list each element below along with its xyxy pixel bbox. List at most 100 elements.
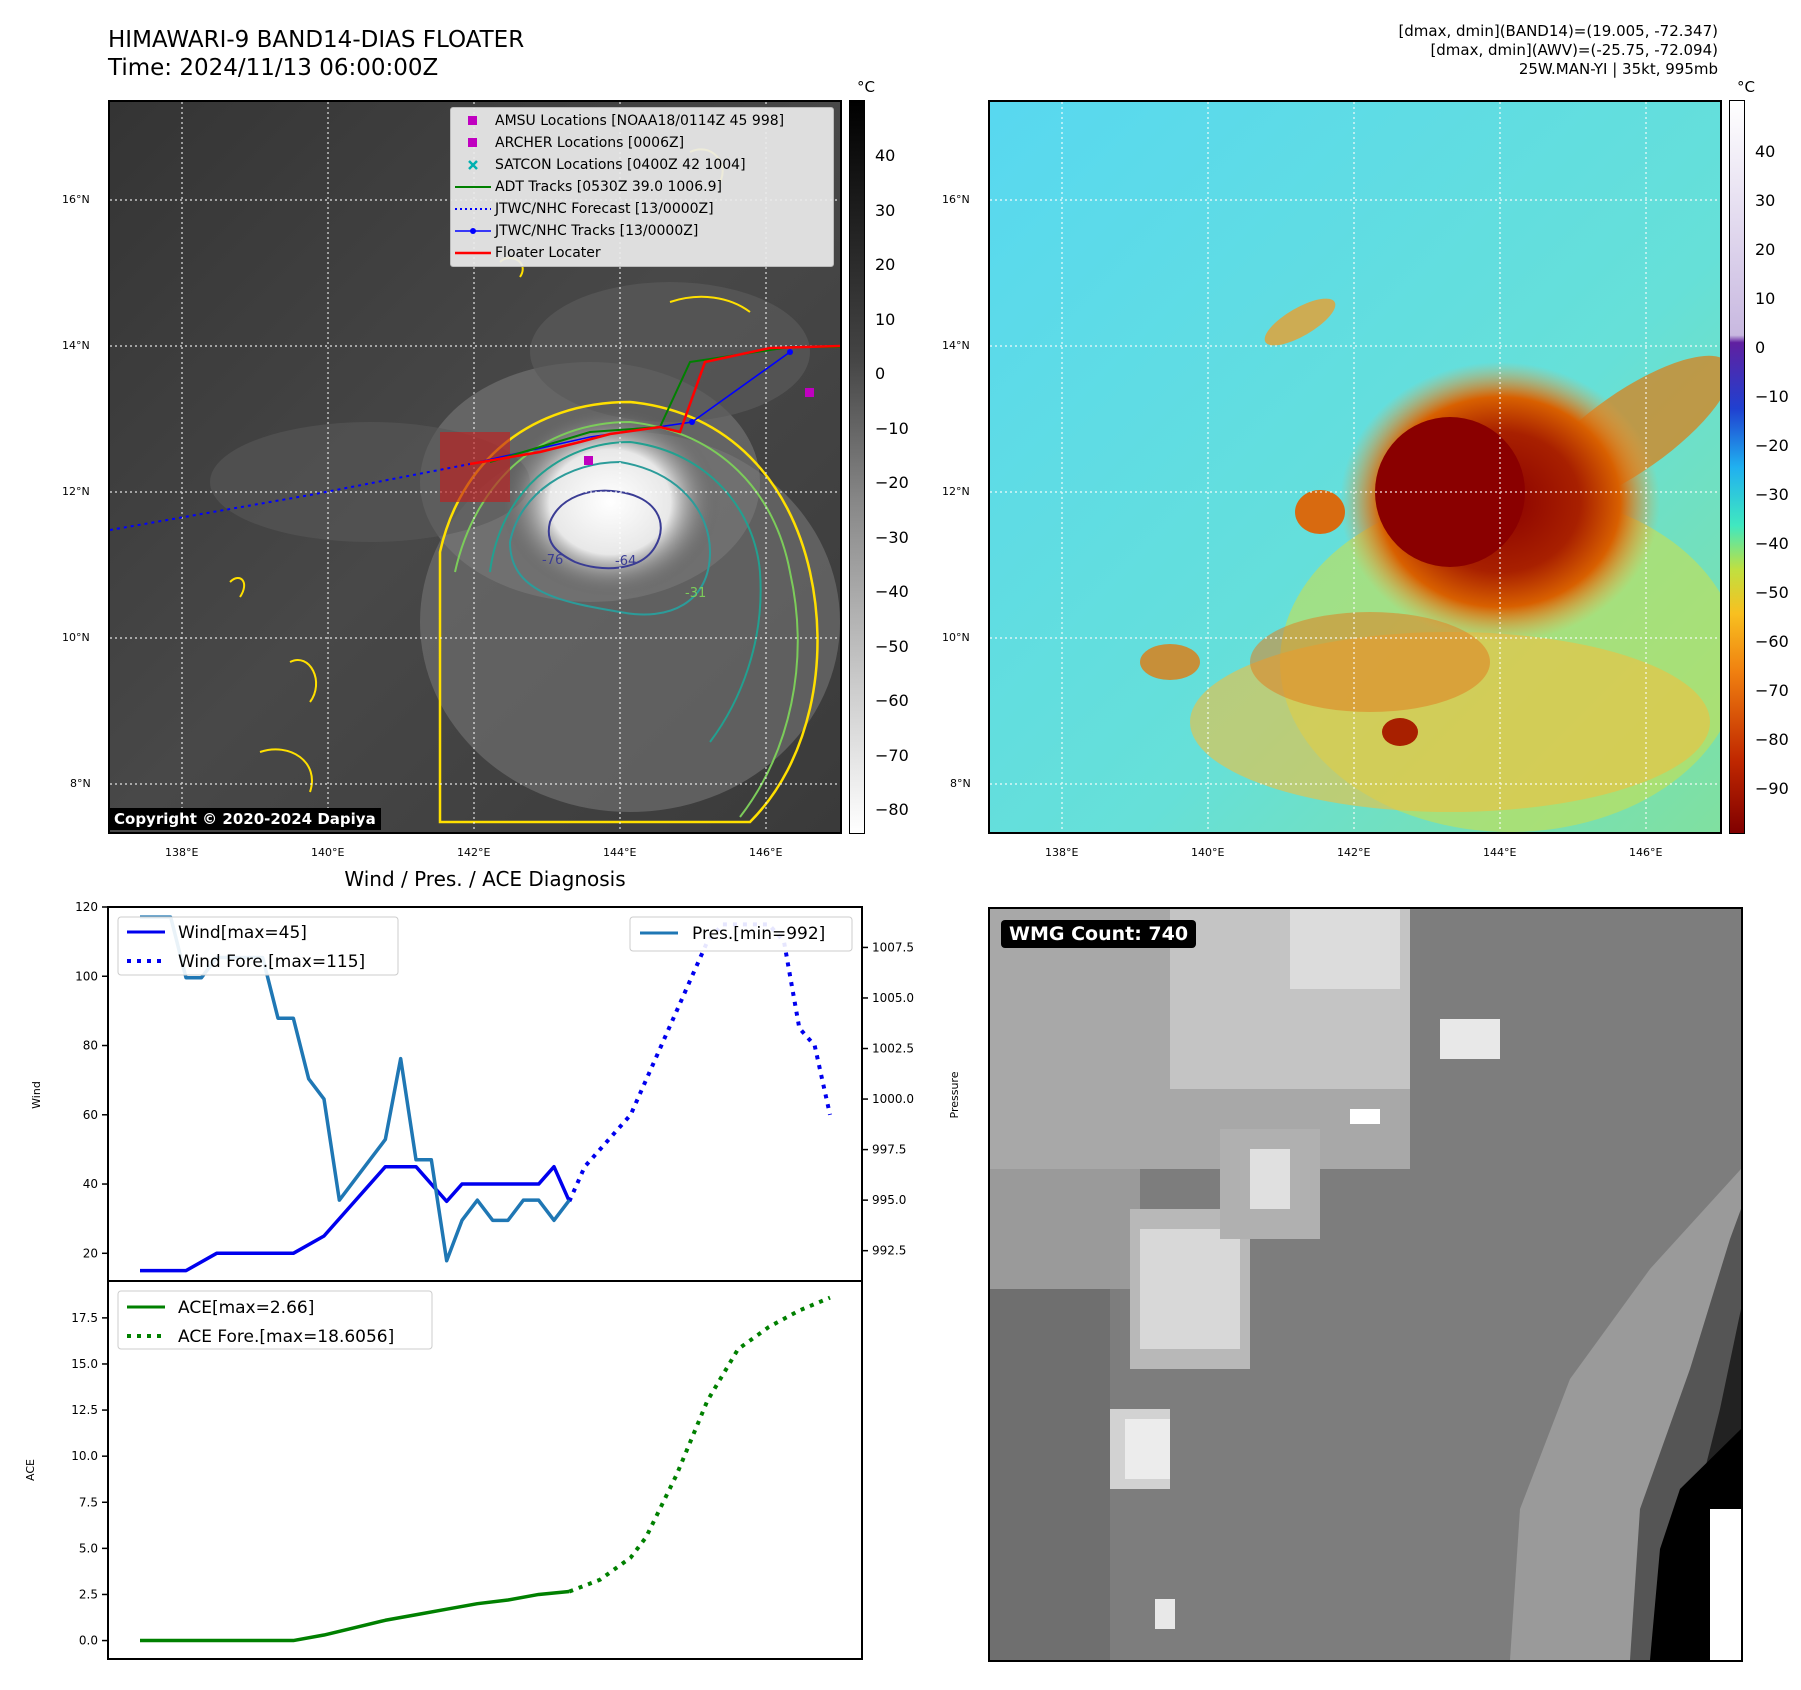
title-line-2: Time: 2024/11/13 06:00:00Z <box>108 55 439 81</box>
colorbar-left-tick: −80 <box>875 800 909 819</box>
ace-tick-label: 15.0 <box>71 1357 98 1371</box>
colorbar-right-tick: 0 <box>1755 338 1766 357</box>
pres-tick-label: 1005.0 <box>872 991 914 1005</box>
ace-line <box>140 1589 570 1643</box>
figure-title: HIMAWARI-9 BAND14-DIAS FLOATER Time: 2024… <box>108 26 524 82</box>
floater-locater-track <box>469 344 840 466</box>
colorbar-left-tick: −70 <box>875 745 909 765</box>
legend-item-forecast: JTWC/NHC Forecast [13/0000Z] <box>451 198 833 220</box>
wind-tick-label: 120 <box>75 900 98 914</box>
colorbar-left-tick: −50 <box>875 636 909 656</box>
ace-ylabel: ACE <box>24 1459 37 1481</box>
legend-label-forecast: JTWC/NHC Forecast [13/0000Z] <box>495 201 714 217</box>
ace-legend: ACE[max=2.66] ACE Fore.[max=18.6056] <box>117 1290 433 1350</box>
colorbar-right-tick: −50 <box>1755 583 1789 602</box>
lat-label-12: 12°N <box>62 485 90 498</box>
forecast-track <box>110 463 471 531</box>
colorbar-right-tick: −90 <box>1755 779 1789 798</box>
pres-tick-label: 1007.5 <box>872 940 914 954</box>
pres-tick-label: 1002.5 <box>872 1042 914 1056</box>
ace-fore-legend-label: ACE Fore.[max=18.6056] <box>178 1327 394 1347</box>
ace-series <box>140 1295 831 1643</box>
lat-label-12-right: 12°N <box>942 485 970 498</box>
dmax-band14: [dmax, dmin](BAND14)=(19.005, -72.347) <box>1398 22 1718 40</box>
wind-y-ticks: 20 40 60 80 100 120 <box>75 900 108 1260</box>
pres-ylabel: Pressure <box>948 1071 961 1118</box>
wind-tick-label: 20 <box>83 1246 98 1260</box>
ace-y-ticks: 0.0 2.5 5.0 7.5 10.0 12.5 15.0 17.5 <box>71 1311 108 1648</box>
colorbar-right-tick: 40 <box>1755 142 1776 161</box>
wind-tick-label: 80 <box>83 1039 98 1053</box>
ace-tick-label: 0.0 <box>79 1634 98 1648</box>
wind-ylabel: Wind <box>30 1081 43 1109</box>
dmax-info: [dmax, dmin](BAND14)=(19.005, -72.347) [… <box>1398 22 1718 79</box>
dmax-awv: [dmax, dmin](AWV)=(-25.75, -72.094) <box>1430 41 1718 59</box>
legend-label-satcon: SATCON Locations [0400Z 42 1004] <box>495 157 746 173</box>
wind-tick-label: 60 <box>83 1108 98 1122</box>
lon-label-138-right: 138°E <box>1045 846 1079 859</box>
colorbar-left-tick: 30 <box>875 200 896 220</box>
ace-tick-label: 7.5 <box>79 1495 98 1509</box>
pres-tick-label: 995.0 <box>872 1193 906 1207</box>
colorbar-left-tick: 10 <box>875 309 896 329</box>
lat-label-14: 14°N <box>62 339 90 352</box>
legend-item-satcon: SATCON Locations [0400Z 42 1004] <box>451 154 833 176</box>
colorbar-left-tick: −20 <box>875 473 909 492</box>
map-awv-grid <box>990 102 1720 832</box>
wind-tick-label: 40 <box>83 1177 98 1191</box>
legend-label-floater: Floater Locater <box>495 245 601 261</box>
storm-info: 25W.MAN-YI | 35kt, 995mb <box>1518 60 1718 78</box>
colorbar-left-tick: −30 <box>875 527 909 547</box>
pres-y-ticks: 992.5 995.0 997.5 1000.0 1002.5 1005.0 1007.5 <box>862 940 914 1258</box>
wmg-image <box>990 909 1741 1660</box>
x-marker-icon <box>451 159 495 171</box>
lon-label-146: 146°E <box>749 846 783 859</box>
lon-label-142: 142°E <box>457 846 491 859</box>
floater-box <box>440 432 510 502</box>
colorbar-right-tick: −30 <box>1755 485 1789 504</box>
ace-axes <box>107 1280 863 1660</box>
lat-label-16: 16°N <box>62 193 90 206</box>
legend-item-adt: ADT Tracks [0530Z 39.0 1006.9] <box>451 176 833 198</box>
colorbar-left-tick: 40 <box>875 146 896 165</box>
wind-legend: Wind[max=45] Wind Fore.[max=115] <box>117 916 399 976</box>
lat-label-16-right: 16°N <box>942 193 970 206</box>
lon-label-142-right: 142°E <box>1337 846 1371 859</box>
lat-label-8: 8°N <box>70 777 91 790</box>
colorbar-left-tick: −40 <box>875 582 909 601</box>
wind-legend-label: Wind[max=45] <box>178 923 307 943</box>
copyright-label: Copyright © 2020-2024 Dapiya <box>109 808 381 830</box>
colorbar-left-tick: −60 <box>875 691 909 710</box>
colorbar-right-tick: 10 <box>1755 289 1776 308</box>
colorbar-left-tick: 20 <box>875 255 896 274</box>
pres-legend: Pres.[min=992] <box>629 916 853 952</box>
wind-tick-label: 100 <box>75 969 98 983</box>
ace-tick-label: 10.0 <box>71 1449 98 1463</box>
colorbar-right-tick: −80 <box>1755 730 1789 749</box>
ace-tick-label: 12.5 <box>71 1403 98 1417</box>
pres-legend-label: Pres.[min=992] <box>692 924 825 944</box>
map-legend: AMSU Locations [NOAA18/0114Z 45 998] ARC… <box>450 107 834 267</box>
legend-label-amsu: AMSU Locations [NOAA18/0114Z 45 998] <box>495 113 785 129</box>
lat-label-8-right: 8°N <box>950 777 971 790</box>
contour-label-3: -31 <box>685 586 706 601</box>
square-marker-icon <box>451 115 495 127</box>
lat-label-14-right: 14°N <box>942 339 970 352</box>
colorbar-right-unit: °C <box>1737 78 1755 96</box>
colorbar-right-tick: 30 <box>1755 191 1776 210</box>
ace-legend-label: ACE[max=2.66] <box>178 1298 314 1318</box>
ace-tick-label: 5.0 <box>79 1541 98 1555</box>
lon-label-144: 144°E <box>603 846 637 859</box>
colorbar-right-tick: −60 <box>1755 632 1789 651</box>
colorbar-right-tick: 20 <box>1755 240 1776 259</box>
legend-item-amsu: AMSU Locations [NOAA18/0114Z 45 998] <box>451 110 833 132</box>
amsu-marker <box>805 388 814 397</box>
lon-label-146-right: 146°E <box>1629 846 1663 859</box>
pres-tick-label: 1000.0 <box>872 1092 914 1106</box>
legend-label-archer: ARCHER Locations [0006Z] <box>495 135 685 151</box>
legend-item-archer: ARCHER Locations [0006Z] <box>451 132 833 154</box>
chart-title: Wind / Pres. / ACE Diagnosis <box>344 867 625 891</box>
colorbar-left-tick: 0 <box>875 364 886 383</box>
lat-label-10: 10°N <box>62 631 90 644</box>
contour-label-2: -76 <box>542 553 563 568</box>
